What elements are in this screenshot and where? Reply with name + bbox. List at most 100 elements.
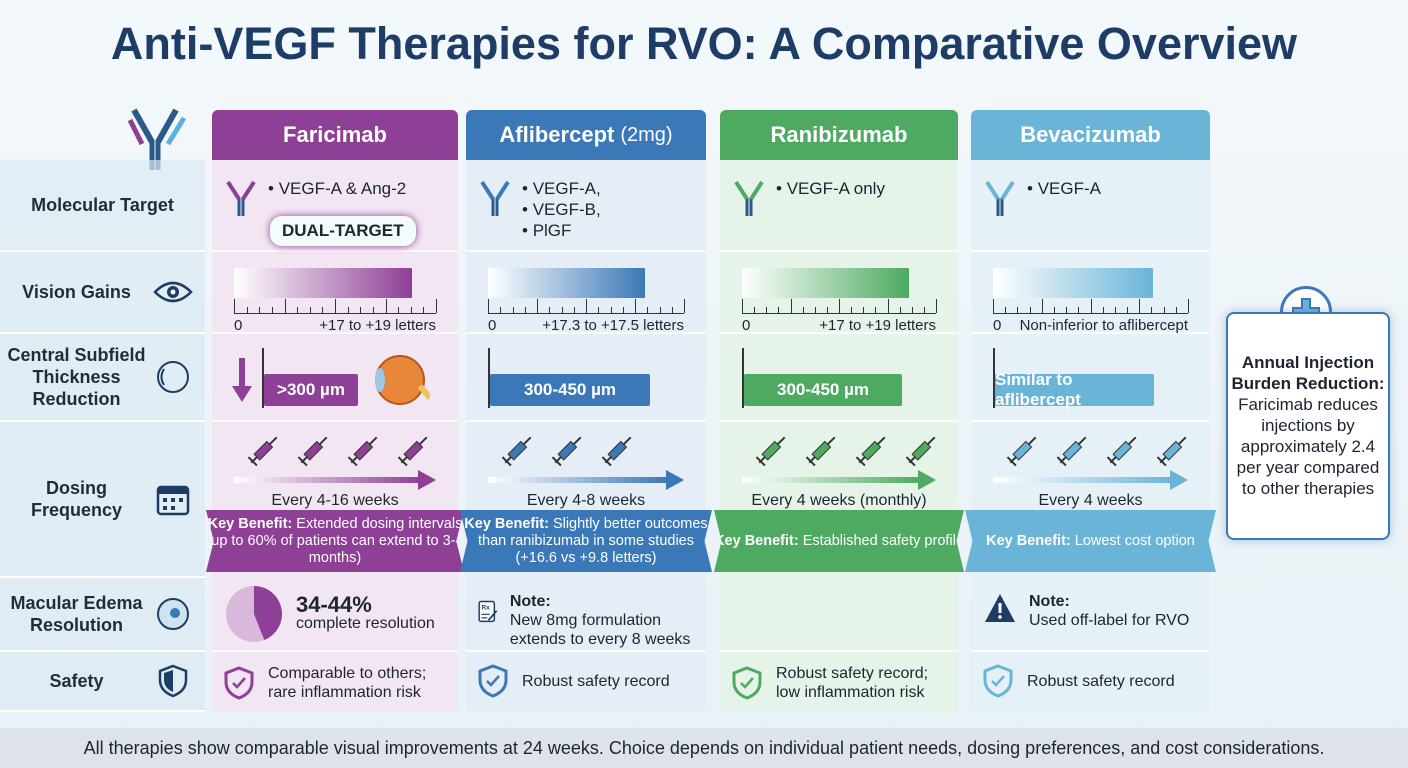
drug-name: Aflibercept [499, 122, 615, 147]
note-text: Used off-label for RVO [1029, 612, 1190, 629]
safety-text: Robust safety record [522, 672, 670, 690]
vision-gain-label: +17.3 to +17.5 letters [542, 317, 684, 334]
row-label-5: Safety [0, 652, 205, 712]
dosing-frequency: Every 4-16 weeks [271, 492, 399, 509]
molecular-target-cell: • VEGF-A [971, 160, 1210, 252]
cst-cell: >300 µm [212, 334, 458, 422]
row-label-text: Molecular Target [31, 195, 174, 215]
syringe-icon [1006, 436, 1037, 467]
cst-bar: 300-450 µm [490, 374, 650, 406]
syringe-icon [297, 436, 328, 467]
cst-bar: 300-450 µm [744, 374, 902, 406]
svg-text:Rx: Rx [482, 605, 491, 612]
key-benefit-banner: Key Benefit: Lowest cost option [965, 510, 1216, 572]
dosing-frequency: Every 4 weeks (monthly) [751, 492, 927, 509]
key-benefit-banner: Key Benefit: Established safety profile [714, 510, 964, 572]
vision-axis [742, 299, 937, 314]
vision-gains-cell: 0 +17.3 to +17.5 letters [466, 252, 706, 334]
row-label-0: Molecular Target [0, 160, 205, 252]
key-benefit-text: Extended dosing intervals (up to 60% of … [206, 515, 464, 566]
safety-cell: Robust safety record [971, 652, 1210, 712]
key-benefit-banner: Key Benefit: Extended dosing intervals (… [206, 510, 464, 572]
dosing-cell: Every 4-8 weeks Key Benefit: Slightly bet… [460, 422, 712, 578]
warning-icon [985, 594, 1015, 622]
vision-axis [234, 299, 437, 314]
column-background [466, 160, 706, 712]
cst-cell: Similar to aflibercept [971, 334, 1210, 422]
cst-bar: Similar to aflibercept [995, 370, 1154, 409]
molecular-target-cell: • VEGF-A, • VEGF-B, • PlGF [466, 160, 706, 252]
syringe-icon [1056, 436, 1087, 467]
safety-text: Robust safety record; low inflammation r… [776, 665, 929, 701]
antibody-icon [734, 180, 764, 216]
column-header: Faricimab [212, 110, 458, 160]
column-header: Aflibercept (2mg) [466, 110, 706, 160]
syringe-icon [805, 436, 836, 467]
edema-resolution-cell: Rx Note: New 8mg formulation extends to ev… [466, 578, 706, 652]
calendar-icon [153, 479, 193, 519]
shield-check-icon [224, 666, 254, 700]
note-text: New 8mg formulation extends to every 8 w… [509, 612, 691, 648]
vision-gain-bar [742, 268, 909, 298]
antibody-icon [226, 180, 256, 216]
callout-title: Annual Injection Burden Reduction: [1231, 353, 1385, 393]
column-ranibizumab: Ranibizumab • VEGF-A only 0 +17 to +19 lett… [714, 110, 964, 712]
drug-name: Bevacizumab [1020, 122, 1161, 147]
shield-icon [153, 661, 193, 701]
shield-check-icon [732, 666, 762, 700]
edema-resolution-cell [720, 578, 958, 652]
syringe-icon [755, 436, 786, 467]
axis-zero-label: 0 [234, 317, 243, 334]
row-label-text: Vision Gains [22, 282, 131, 302]
vision-gain-bar [993, 268, 1153, 298]
timeline-arrow [488, 470, 684, 490]
timeline-arrow [234, 470, 436, 490]
note-title: Note: [509, 593, 551, 610]
syringe-icon [855, 436, 886, 467]
row-label-text: Central Subfield Thickness Reduction [7, 345, 146, 409]
vision-gain-bar [488, 268, 645, 298]
key-benefit-text: Established safety profile [802, 532, 964, 549]
dosing-frequency: Every 4 weeks [1038, 492, 1143, 509]
drug-dose: (2mg) [620, 123, 673, 146]
dual-target-badge: DUAL-TARGET [270, 216, 416, 246]
safety-cell: Robust safety record [466, 652, 706, 712]
syringe-icon [501, 436, 532, 467]
column-header: Ranibizumab [720, 110, 958, 160]
injection-burden-callout: Annual Injection Burden Reduction: Faric… [1226, 312, 1390, 540]
timeline-arrow [742, 470, 936, 490]
target-item: • VEGF-A [1027, 179, 1101, 198]
row-label-3: Dosing Frequency [0, 422, 205, 578]
syringe-icon [397, 436, 428, 467]
page-title: Anti-VEGF Therapies for RVO: A Comparati… [110, 18, 1298, 69]
target-item: • PlGF [522, 221, 572, 240]
edema-resolution-cell: Note: Used off-label for RVO [971, 578, 1210, 652]
cst-bar: >300 µm [264, 374, 358, 406]
row-label-text: Safety [49, 671, 104, 691]
target-item: • VEGF-A & Ang-2 [268, 179, 407, 198]
vision-gains-cell: 0 +17 to +19 letters [212, 252, 458, 334]
key-benefit-label: Key Benefit: [464, 515, 549, 532]
target-item: • VEGF-B, [522, 200, 601, 219]
eye-icon [153, 272, 193, 312]
molecular-target-cell: • VEGF-A only [720, 160, 958, 252]
syringe-icon [247, 436, 278, 467]
column-faricimab: Faricimab • VEGF-A & Ang-2 DUAL-TARGET 0 +17… [206, 110, 464, 712]
column-bevacizumab: Bevacizumab • VEGF-A 0 Non-inferior to afli… [965, 110, 1216, 712]
syringe-icon [1156, 436, 1187, 467]
prescription-icon: Rx [478, 600, 498, 623]
timeline-arrow [993, 470, 1188, 490]
dosing-frequency: Every 4-8 weeks [526, 492, 646, 509]
eyeball-icon [375, 355, 430, 405]
row-label-text: Dosing Frequency [30, 478, 123, 520]
axis-zero-label: 0 [742, 317, 751, 334]
key-benefit-label: Key Benefit: [714, 532, 799, 549]
drug-name: Faricimab [283, 122, 387, 147]
retina-icon [153, 594, 193, 634]
resolution-pie [226, 586, 282, 642]
vision-gains-cell: 0 +17 to +19 letters [720, 252, 958, 334]
cst-cell: 300-450 µm [720, 334, 958, 422]
resolution-percent: 34-44% [296, 592, 372, 617]
antibody-icon [480, 180, 510, 216]
syringe-icon [1106, 436, 1137, 467]
